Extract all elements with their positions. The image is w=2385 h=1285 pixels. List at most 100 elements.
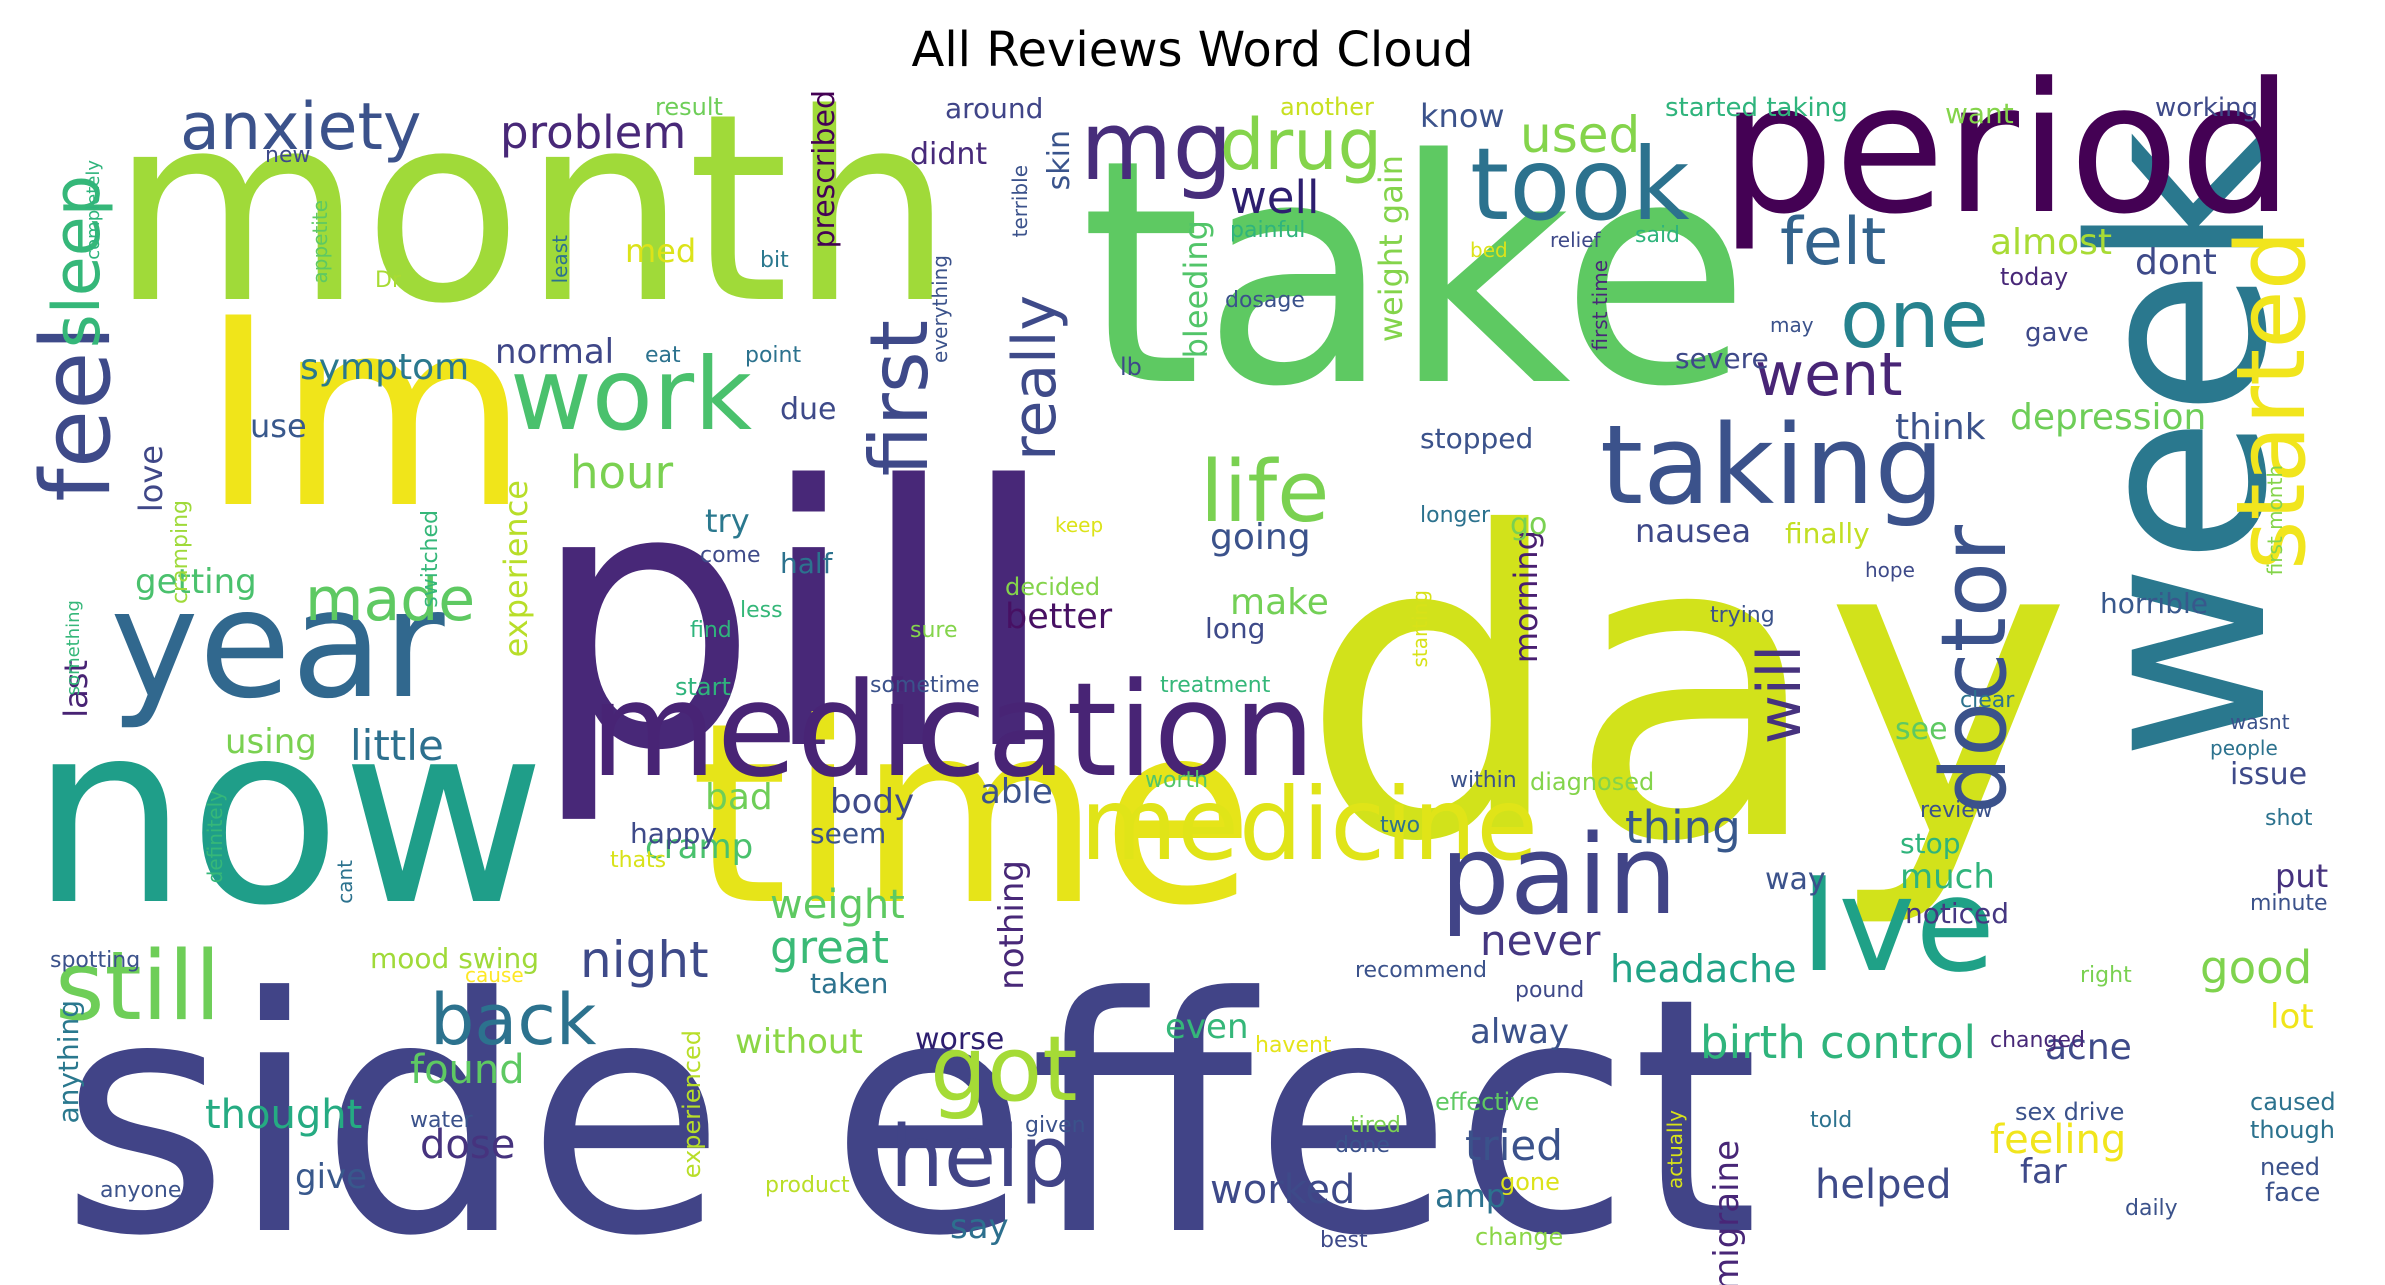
- word-love: love: [132, 445, 170, 513]
- word-issue: issue: [2230, 757, 2308, 792]
- word-clear: clear: [1960, 688, 2015, 713]
- word-alway: alway: [1470, 1012, 1570, 1052]
- word-treatment: treatment: [1160, 673, 1271, 698]
- word-im: Im: [200, 264, 530, 566]
- word-people: people: [2210, 736, 2278, 760]
- word-drug: drug: [1220, 104, 1383, 186]
- word-right: right: [2080, 963, 2132, 988]
- word-without: without: [735, 1022, 863, 1062]
- word-better: better: [1005, 597, 1113, 637]
- word-work: work: [510, 336, 752, 453]
- word-terrible: terrible: [1008, 165, 1032, 238]
- word-done: done: [1335, 1133, 1390, 1158]
- word-worked: worked: [1210, 1167, 1356, 1213]
- word-prescribed: prescribed: [807, 90, 842, 249]
- word-minute: minute: [2250, 891, 2328, 916]
- word-one: one: [1840, 273, 1989, 366]
- word-month: month: [110, 59, 954, 361]
- word-take: take: [1080, 94, 1751, 455]
- word-given: given: [1025, 1113, 1086, 1138]
- word-water: water: [410, 1108, 473, 1133]
- word-ive: Ive: [1800, 849, 1996, 1001]
- word-acne: acne: [2045, 1027, 2132, 1068]
- word-doctor: doctor: [1922, 525, 2027, 815]
- word-stopped: stopped: [1420, 422, 1534, 455]
- word-first-month: first month: [2263, 465, 2287, 576]
- word-hope: hope: [1865, 558, 1915, 582]
- word-dont: dont: [2135, 242, 2217, 283]
- word-lot: lot: [2270, 997, 2314, 1037]
- word-sex-drive: sex drive: [2015, 1098, 2125, 1126]
- word-long: long: [1205, 612, 1266, 645]
- word-give: give: [295, 1157, 368, 1197]
- word-thats: thats: [610, 848, 667, 873]
- word-think: think: [1895, 407, 1986, 448]
- word-tired: tired: [1350, 1113, 1401, 1138]
- word-told: told: [1810, 1108, 1853, 1133]
- word-find: find: [690, 618, 732, 643]
- word-everything: everything: [928, 255, 952, 363]
- word-cause: cause: [465, 963, 524, 987]
- word-good: good: [2200, 941, 2313, 994]
- word-go: go: [1510, 507, 1548, 542]
- word-really: really: [1000, 295, 1070, 461]
- word-two: two: [1380, 813, 1421, 838]
- word-tried: tried: [1465, 1121, 1563, 1170]
- word-make: make: [1230, 582, 1329, 623]
- word-mood-swing: mood swing: [370, 942, 539, 975]
- word-helped: helped: [1815, 1162, 1952, 1208]
- word-today: today: [2000, 263, 2069, 291]
- word-thought: thought: [205, 1092, 363, 1138]
- word-bleeding: bleeding: [1177, 220, 1215, 359]
- word-product: product: [765, 1173, 850, 1198]
- word-use: use: [250, 407, 307, 445]
- word-daily: daily: [2125, 1196, 2178, 1221]
- word-able: able: [980, 772, 1053, 812]
- word-bad: bad: [705, 777, 773, 818]
- word-want: want: [1945, 97, 2014, 130]
- word-normal: normal: [495, 332, 615, 372]
- word-worse: worse: [915, 1022, 1005, 1057]
- word-cramping: cramping: [168, 500, 193, 605]
- word-weight-gain: weight gain: [1372, 155, 1410, 343]
- chart-title: All Reviews Word Cloud: [911, 22, 1474, 78]
- word-result: result: [655, 93, 723, 121]
- word-dose: dose: [420, 1122, 516, 1168]
- word-painful: painful: [1230, 218, 1306, 243]
- word-started-taking: started taking: [1665, 93, 1848, 123]
- word-bit: bit: [760, 248, 789, 273]
- word-now: now: [30, 669, 546, 960]
- word-night: night: [580, 931, 709, 989]
- word-may: may: [1770, 313, 1814, 337]
- word-anxiety: anxiety: [180, 90, 422, 165]
- word-symptom: symptom: [300, 347, 470, 388]
- word-happy: happy: [630, 817, 718, 850]
- word-effective: effective: [1435, 1088, 1540, 1116]
- word-within: within: [1450, 768, 1517, 793]
- word-face: face: [2265, 1178, 2321, 1208]
- word-thing: thing: [1625, 801, 1741, 854]
- word-even: even: [1165, 1007, 1249, 1047]
- word-going: going: [1210, 517, 1311, 558]
- word-wasnt: wasnt: [2230, 710, 2290, 734]
- word-first-time: first time: [1588, 260, 1612, 351]
- word-half: half: [780, 547, 833, 580]
- word-headache: headache: [1610, 947, 1797, 991]
- word-see: see: [1895, 712, 1948, 747]
- word-sometime: sometime: [870, 673, 980, 698]
- word-best: best: [1320, 1228, 1368, 1253]
- word-though: though: [2250, 1116, 2335, 1144]
- word-skin: skin: [1042, 130, 1077, 191]
- word-something: something: [63, 600, 84, 696]
- word-feeling: feeling: [1990, 1117, 2127, 1163]
- word-amp: amp: [1435, 1177, 1507, 1215]
- word-sure: sure: [910, 618, 958, 643]
- word-less: less: [740, 598, 783, 623]
- word-will: will: [1745, 645, 1815, 745]
- word-took: took: [1470, 126, 1690, 243]
- word-worth: worth: [1145, 768, 1209, 793]
- word-side-effect: side effect: [60, 928, 1760, 1285]
- word-need: need: [2260, 1153, 2320, 1181]
- word-eat: eat: [645, 343, 681, 368]
